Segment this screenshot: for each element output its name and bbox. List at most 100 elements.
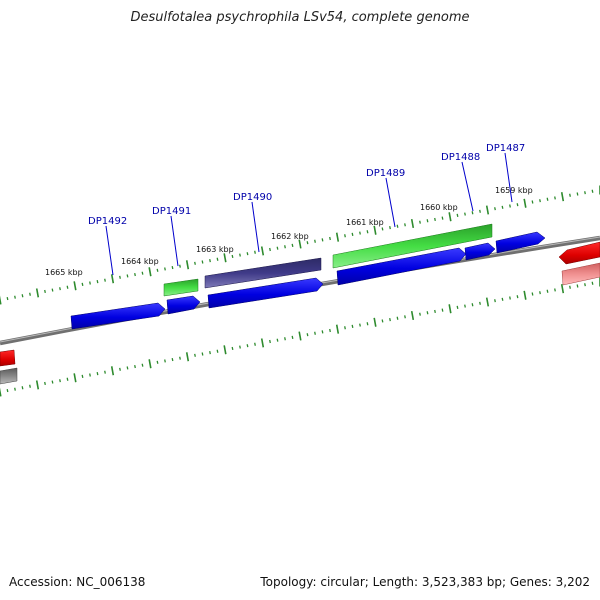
outer-tick <box>209 258 211 263</box>
gene-label-dp1492[interactable]: DP1492 <box>88 216 127 227</box>
inner-tick <box>344 326 346 330</box>
outer-tick <box>426 219 429 223</box>
gene-label-dp1489[interactable]: DP1489 <box>366 168 405 179</box>
cds-arrow-dp1488[interactable] <box>464 242 496 261</box>
feature-red-left[interactable] <box>0 349 16 367</box>
inner-tick <box>554 288 556 292</box>
outer-tick <box>21 294 24 298</box>
inner-tick <box>396 316 399 320</box>
outer-tick <box>344 234 346 238</box>
outer-tick <box>351 232 354 237</box>
cds-arrow-dp1487[interactable] <box>495 231 546 254</box>
outer-tick <box>321 238 324 242</box>
outer-tick <box>148 267 152 277</box>
outer-tick <box>59 287 61 291</box>
outer-tick <box>269 247 271 252</box>
outer-tick <box>119 275 121 279</box>
outer-tick <box>96 279 99 284</box>
feature-dp1490-purple[interactable] <box>204 257 322 289</box>
outer-tick <box>0 295 2 305</box>
feature-green-small[interactable] <box>163 278 199 297</box>
inner-tick <box>126 366 129 370</box>
cds-arrow-dp1490[interactable] <box>207 277 324 309</box>
outer-tick <box>569 193 571 197</box>
outer-tick <box>516 203 519 207</box>
outer-tick <box>254 250 256 254</box>
inner-tick <box>141 363 144 367</box>
inner-tick <box>66 377 69 381</box>
gene-label-dp1490[interactable]: DP1490 <box>233 192 272 203</box>
gene-label-dp1491[interactable]: DP1491 <box>152 206 191 217</box>
outer-tick <box>194 261 196 265</box>
inner-tick <box>73 373 77 383</box>
outer-tick <box>276 246 279 250</box>
inner-tick <box>456 305 459 310</box>
outer-tick <box>410 218 415 229</box>
inner-tick <box>96 371 99 376</box>
inner-tick <box>366 322 369 326</box>
inner-tick <box>441 308 444 312</box>
outer-tick <box>239 253 241 257</box>
kbp-label-1665: 1665 kbp <box>45 268 83 277</box>
gene-label-dp1487[interactable]: DP1487 <box>486 143 525 154</box>
inner-tick <box>0 387 2 397</box>
inner-tick <box>426 311 429 315</box>
outer-tick <box>381 227 384 231</box>
outer-tick <box>291 243 294 248</box>
outer-tick <box>201 260 204 264</box>
inner-tick <box>306 333 309 337</box>
inner-tick <box>35 380 40 390</box>
feature-pink-right[interactable] <box>561 262 600 286</box>
inner-tick <box>485 297 490 307</box>
outer-tick <box>359 231 361 235</box>
outer-tick <box>185 260 190 270</box>
outer-tick <box>441 216 444 220</box>
outer-tick <box>560 192 565 202</box>
outer-tick <box>314 239 316 243</box>
outer-tick <box>126 274 129 278</box>
outer-tick <box>141 271 144 275</box>
inner-tick <box>471 303 474 307</box>
inner-tick <box>185 352 190 362</box>
inner-tick <box>119 367 121 371</box>
inner-tick <box>494 299 496 303</box>
inner-tick <box>373 317 377 327</box>
leader-dp1487 <box>504 152 513 203</box>
inner-tick <box>44 381 46 386</box>
inner-tick <box>89 373 91 377</box>
outer-tick <box>335 232 340 242</box>
cds-arrow-dp1491[interactable] <box>166 295 201 315</box>
outer-tick <box>523 198 527 208</box>
outer-tick <box>66 285 69 289</box>
feature-red-right[interactable] <box>558 241 600 265</box>
inner-tick <box>239 345 241 349</box>
inner-tick <box>335 324 340 334</box>
inner-tick <box>479 301 481 305</box>
feature-gray-left[interactable] <box>0 367 18 385</box>
inner-tick <box>591 281 594 285</box>
inner-tick <box>569 285 571 289</box>
cds-arrow-dp1492[interactable] <box>70 302 166 330</box>
inner-tick <box>194 353 196 357</box>
inner-tick <box>284 337 286 341</box>
outer-tick <box>104 278 106 282</box>
outer-tick <box>179 264 181 268</box>
gene-label-dp1488[interactable]: DP1488 <box>441 152 480 163</box>
outer-tick <box>223 253 227 263</box>
outer-tick <box>509 204 511 208</box>
outer-tick <box>389 225 391 230</box>
inner-tick <box>260 338 265 348</box>
inner-tick <box>434 309 436 314</box>
outer-tick <box>546 197 549 201</box>
inner-tick <box>179 356 181 360</box>
inner-tick <box>291 335 294 340</box>
outer-tick <box>110 274 115 284</box>
feature-dp1489-green[interactable] <box>332 223 493 269</box>
outer-tick <box>531 200 534 204</box>
inner-tick <box>464 304 466 308</box>
outer-tick <box>584 191 586 195</box>
cds-arrow-dp1489[interactable] <box>336 247 467 286</box>
inner-tick <box>359 323 361 327</box>
outer-tick <box>471 211 474 215</box>
outer-tick <box>171 265 174 270</box>
